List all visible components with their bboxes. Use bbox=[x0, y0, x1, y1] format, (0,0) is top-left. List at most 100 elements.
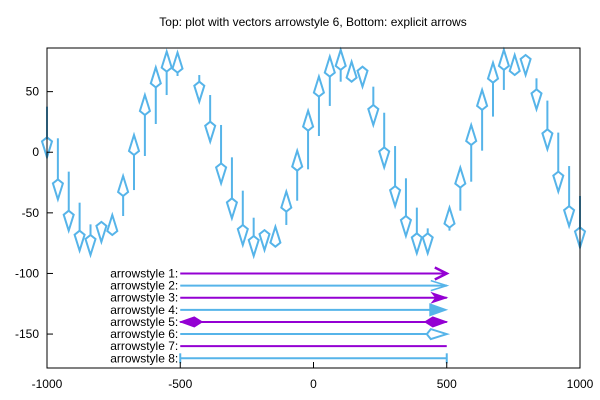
explicit-arrow: arrowstyle 1: bbox=[110, 266, 450, 281]
vector-head bbox=[508, 51, 521, 77]
vector-head bbox=[465, 121, 478, 147]
vector-marks bbox=[40, 46, 587, 260]
vector-head bbox=[301, 107, 315, 132]
arrow-label: arrowstyle 8: bbox=[110, 351, 178, 365]
vector-head bbox=[138, 91, 152, 117]
vector-head bbox=[530, 88, 543, 113]
vector-arrow bbox=[301, 107, 315, 170]
vector-head bbox=[171, 49, 184, 74]
arrow-label: arrowstyle 7: bbox=[110, 339, 178, 353]
vector-arrow bbox=[247, 217, 260, 260]
vector-head bbox=[95, 220, 108, 246]
arrow-head bbox=[429, 303, 449, 317]
vector-head bbox=[399, 214, 413, 240]
arrow-label: arrowstyle 1: bbox=[110, 266, 178, 280]
vector-head bbox=[312, 73, 326, 98]
vector-arrow bbox=[214, 124, 228, 187]
vector-head bbox=[73, 229, 86, 255]
vector-arrow bbox=[399, 178, 413, 240]
vector-arrow bbox=[258, 228, 271, 254]
vector-head bbox=[345, 58, 358, 83]
vector-arrow bbox=[486, 59, 500, 117]
vector-head bbox=[193, 80, 206, 106]
explicit-arrow: arrowstyle 2: bbox=[110, 279, 450, 293]
vector-arrow bbox=[497, 46, 511, 90]
vector-head bbox=[367, 103, 380, 129]
vector-arrow bbox=[236, 190, 249, 249]
vector-arrow bbox=[421, 228, 434, 257]
vector-arrow bbox=[454, 164, 467, 211]
vector-arrow bbox=[475, 86, 489, 151]
vector-arrow bbox=[280, 188, 293, 225]
arrow-label: arrowstyle 2: bbox=[110, 279, 178, 293]
vector-arrow bbox=[269, 223, 282, 248]
vector-head bbox=[291, 147, 304, 172]
explicit-arrows: arrowstyle 1:arrowstyle 2:arrowstyle 3:a… bbox=[110, 266, 451, 365]
vector-arrow bbox=[291, 147, 304, 201]
vector-arrow bbox=[562, 166, 576, 230]
vector-arrow bbox=[323, 53, 336, 106]
vector-arrow bbox=[51, 138, 65, 203]
vector-head bbox=[214, 162, 228, 187]
vector-head bbox=[160, 48, 173, 73]
arrow-label: arrowstyle 6: bbox=[110, 327, 178, 341]
vector-head bbox=[421, 232, 434, 257]
vector-head bbox=[519, 53, 532, 79]
vector-arrow bbox=[541, 100, 554, 153]
y-tick-label: 50 bbox=[26, 85, 40, 99]
explicit-arrow: arrowstyle 3: bbox=[110, 291, 449, 305]
vector-arrow bbox=[171, 49, 184, 76]
vector-head bbox=[204, 120, 217, 146]
vector-arrow bbox=[62, 171, 75, 235]
vector-head bbox=[236, 223, 249, 249]
vector-head bbox=[497, 46, 511, 72]
vector-arrow bbox=[116, 172, 130, 216]
vector-head bbox=[443, 204, 456, 229]
x-tick-label: -500 bbox=[168, 377, 192, 391]
arrow-head bbox=[430, 279, 450, 292]
vector-arrow bbox=[410, 207, 423, 257]
vector-arrow bbox=[388, 146, 402, 210]
vector-head bbox=[116, 172, 130, 198]
chart-title: Top: plot with vectors arrowstyle 6, Bot… bbox=[159, 15, 466, 29]
vector-head bbox=[62, 209, 75, 235]
vector-head bbox=[106, 211, 119, 237]
x-tick-label: 1000 bbox=[567, 377, 594, 391]
arrow-head bbox=[430, 291, 449, 304]
vector-head bbox=[247, 234, 260, 260]
vector-arrow bbox=[160, 48, 173, 96]
explicit-arrow: arrowstyle 7: bbox=[110, 339, 447, 353]
vector-head bbox=[552, 170, 565, 195]
x-tick-label: -1000 bbox=[32, 377, 63, 391]
vector-head bbox=[269, 223, 282, 248]
vector-arrow bbox=[443, 204, 456, 231]
explicit-arrow: arrowstyle 6: bbox=[110, 327, 451, 341]
vector-head bbox=[84, 233, 97, 259]
vector-head bbox=[127, 131, 141, 157]
arrow-head bbox=[423, 316, 449, 328]
y-tick-label: -50 bbox=[22, 206, 40, 220]
arrow-label: arrowstyle 3: bbox=[110, 291, 178, 305]
vector-arrow bbox=[127, 131, 141, 191]
vector-head bbox=[410, 232, 423, 257]
vector-arrow bbox=[95, 220, 108, 246]
explicit-arrow: arrowstyle 8: bbox=[110, 351, 448, 365]
vector-head bbox=[334, 46, 347, 72]
y-tick-label: -100 bbox=[15, 266, 39, 280]
vector-arrow bbox=[367, 86, 380, 129]
vector-arrow bbox=[378, 112, 391, 171]
vector-head bbox=[562, 204, 576, 230]
vector-arrow bbox=[345, 58, 358, 83]
vector-head bbox=[323, 53, 336, 78]
arrow-head bbox=[425, 327, 451, 341]
vector-head bbox=[378, 146, 391, 171]
y-tick-label: 0 bbox=[32, 145, 39, 159]
vector-arrow bbox=[225, 157, 239, 222]
x-tick-label: 0 bbox=[310, 377, 317, 391]
x-tick-label: 500 bbox=[437, 377, 457, 391]
vector-arrow bbox=[138, 91, 152, 156]
vector-arrow bbox=[519, 53, 532, 79]
arrow-label: arrowstyle 4: bbox=[110, 303, 178, 317]
